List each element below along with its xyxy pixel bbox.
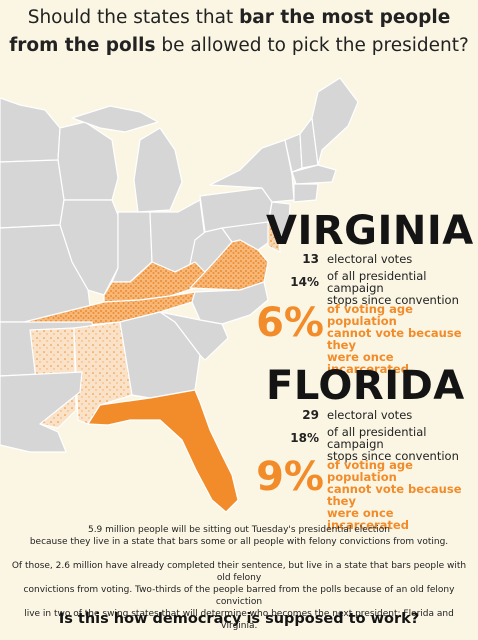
florida-barred-label-line3: were once incarcerated: [327, 506, 409, 532]
state-maine: [311, 77, 359, 166]
intro-paragraph-line2: because they live in a state that bars s…: [29, 537, 449, 547]
florida-stops-label-line1: of all presidential campaign: [327, 425, 427, 451]
florida-heading: FLORIDA: [266, 363, 465, 409]
detail-paragraph-line2: convictions from voting. Two-thirds of t…: [23, 585, 455, 607]
state-louisiana: [0, 371, 83, 453]
virginia-electoral-label: electoral votes: [327, 252, 413, 266]
state-new-york: [209, 139, 295, 203]
virginia-heading: VIRGINIA: [266, 208, 474, 254]
virginia-electoral-votes: 13: [302, 252, 319, 266]
state-delaware: [267, 221, 281, 253]
state-michigan-upper: [71, 105, 159, 133]
virginia-barred-pct: 6%: [256, 300, 324, 346]
state-massachusetts: [291, 164, 337, 185]
title-text-part1: Should the states that: [27, 7, 240, 28]
state-south-carolina: [159, 311, 229, 361]
state-michigan-lower: [133, 127, 183, 213]
title-text-part2: be allowed to pick the president?: [155, 35, 469, 56]
florida-stops-pct: 18%: [290, 431, 319, 445]
state-wisconsin: [57, 121, 119, 201]
virginia-barred-label-line2: cannot vote because they: [327, 326, 462, 352]
virginia-stops-label: of all presidential campaign stops since…: [327, 270, 478, 306]
florida-barred-label: of voting age population cannot vote bec…: [327, 459, 478, 531]
intro-paragraph-line1: 5.9 million people will be sitting out T…: [87, 525, 391, 535]
virginia-barred-label-line3: were once incarcerated: [327, 350, 409, 376]
title-bold-part1: bar the most people: [239, 7, 451, 28]
florida-stops-label-line2: stops since convention: [327, 449, 459, 463]
detail-paragraph: Of those, 2.6 million have already compl…: [10, 560, 468, 632]
florida-electoral-label: electoral votes: [327, 408, 413, 422]
virginia-stops-pct: 14%: [290, 275, 319, 289]
title-bold-part2: from the polls: [9, 35, 156, 56]
intro-paragraph: 5.9 million people will be sitting out T…: [10, 524, 468, 548]
florida-electoral-votes: 29: [302, 408, 319, 422]
state-florida: [87, 389, 239, 513]
detail-paragraph-line3: live in two of the swing states that wil…: [24, 609, 454, 631]
state-missouri: [0, 224, 93, 323]
florida-barred-label-line2: cannot vote because they: [327, 482, 462, 508]
detail-paragraph-line1: Of those, 2.6 million have already compl…: [11, 561, 467, 583]
florida-barred-label-line1: of voting age population: [327, 458, 413, 484]
closing-question: Is this how democracy is supposed to wor…: [58, 611, 420, 627]
florida-stops-label: of all presidential campaign stops since…: [327, 426, 478, 462]
virginia-stops-label-line1: of all presidential campaign: [327, 269, 427, 295]
florida-barred-pct: 9%: [256, 454, 324, 500]
state-connecticut: [293, 183, 319, 203]
virginia-barred-label-line1: of voting age population: [327, 302, 413, 328]
page-title: Should the states that bar the most peop…: [0, 4, 478, 60]
state-iowa: [0, 159, 65, 229]
virginia-barred-label: of voting age population cannot vote bec…: [327, 303, 478, 375]
state-minnesota: [0, 97, 61, 163]
virginia-stops-label-line2: stops since convention: [327, 293, 459, 307]
eastern-us-map: [0, 77, 359, 513]
